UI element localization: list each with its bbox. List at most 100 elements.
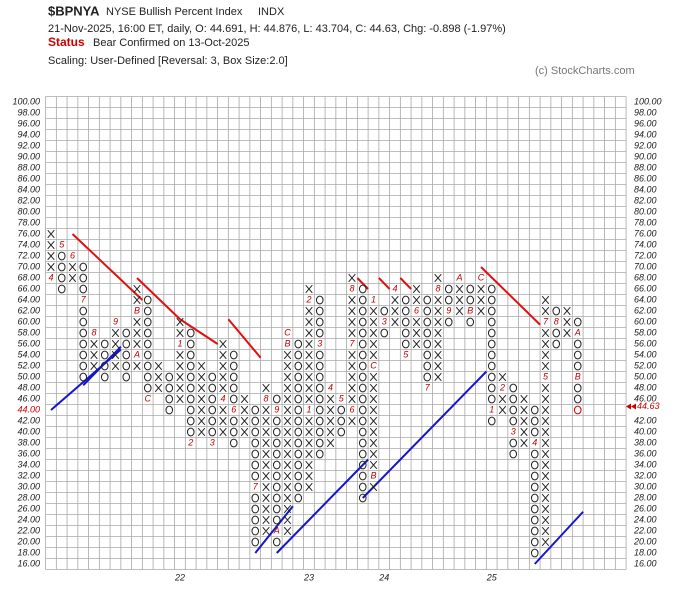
- symbol: $BPNYA: [48, 3, 100, 18]
- month-marker: B: [467, 305, 473, 315]
- x-column: [111, 328, 120, 371]
- month-marker: A: [273, 525, 280, 535]
- y-tick-label: 92.00: [17, 140, 40, 150]
- o-column: [79, 262, 88, 382]
- month-marker: 7: [543, 316, 549, 326]
- x-column: [434, 273, 442, 382]
- month-marker: 8: [349, 283, 354, 293]
- y-tick-label: 82.00: [17, 195, 40, 205]
- y-tick-label: 66.00: [17, 283, 40, 293]
- month-marker: 9: [446, 305, 451, 315]
- x-column: [305, 284, 313, 492]
- x-column: [563, 306, 571, 338]
- x-column: [133, 284, 141, 371]
- y-tick-label: 70.00: [17, 261, 40, 271]
- y-tick-label: 56.00: [17, 338, 40, 348]
- o-column: [487, 284, 496, 426]
- y-tick-label-right: 16.00: [634, 558, 657, 568]
- x-column: [541, 295, 550, 547]
- x-column: [348, 273, 356, 426]
- y-tick-label: 18.00: [17, 547, 40, 557]
- month-marker: 3: [210, 437, 215, 447]
- month-marker: 6: [349, 404, 354, 414]
- y-tick-label-right: 56.00: [634, 338, 657, 348]
- y-tick-label-right: 42.00: [634, 415, 657, 425]
- y-tick-label-right: 62.00: [634, 305, 657, 315]
- trendline: [227, 318, 262, 359]
- y-tick-label-right: 38.00: [634, 437, 657, 447]
- y-tick-label-right: 86.00: [634, 173, 657, 183]
- o-column: [251, 405, 260, 547]
- o-column: [466, 284, 475, 327]
- x-column: [520, 394, 528, 448]
- y-tick-label-right: 66.00: [634, 283, 657, 293]
- y-tick-label-right: 52.00: [634, 360, 657, 370]
- y-tick-label-right: 80.00: [634, 206, 657, 216]
- scaling: Scaling: User-Defined [Reversal: 3, Box …: [48, 55, 288, 67]
- y-tick-label: 36.00: [17, 448, 40, 458]
- y-tick-label-right: 82.00: [634, 195, 657, 205]
- month-marker: C: [145, 393, 152, 403]
- y-tick-label: 80.00: [17, 206, 40, 216]
- month-marker: 2: [187, 437, 193, 447]
- y-tick-label: 60.00: [17, 316, 40, 326]
- month-marker: B: [575, 371, 581, 381]
- y-tick-label-right: 74.00: [634, 239, 657, 249]
- month-marker: A: [574, 327, 581, 337]
- o-column: [294, 339, 303, 503]
- trendline: [82, 346, 122, 386]
- y-tick-label: 46.00: [17, 393, 40, 403]
- y-tick-label-right: 28.00: [633, 492, 657, 502]
- y-tick-label-right: 46.00: [634, 393, 657, 403]
- x-column: [391, 295, 399, 327]
- x-tick-label: 25: [486, 572, 498, 582]
- month-marker: 7: [81, 294, 87, 304]
- o-column: [272, 394, 281, 547]
- y-tick-label: 98.00: [17, 107, 40, 117]
- month-marker: B: [370, 470, 376, 480]
- y-tick-label-right: 88.00: [634, 162, 657, 172]
- x-column: [176, 317, 184, 404]
- month-marker: 9: [113, 316, 118, 326]
- y-tick-label-right: 36.00: [634, 448, 657, 458]
- trendline: [399, 277, 412, 290]
- o-column: [509, 383, 518, 459]
- y-tick-label: 54.00: [17, 349, 40, 359]
- y-tick-label: 24.00: [16, 514, 40, 524]
- x-column: [47, 229, 55, 272]
- y-tick-label-right: 70.00: [634, 261, 657, 271]
- month-marker: 5: [543, 371, 549, 381]
- y-tick-label-right: 48.00: [634, 382, 657, 392]
- o-column: [186, 328, 195, 437]
- y-tick-label-right: 76.00: [634, 228, 657, 238]
- o-column: [165, 372, 174, 415]
- x-column: [326, 394, 335, 448]
- month-marker: 3: [382, 316, 387, 326]
- y-tick-label-right: 92.00: [634, 140, 657, 150]
- y-tick-label-right: 100.00: [634, 96, 662, 106]
- y-tick-label-right: 64.00: [634, 294, 657, 304]
- o-column: [100, 339, 109, 382]
- y-tick-label-right: 54.00: [634, 349, 657, 359]
- y-tick-label-right: 96.00: [634, 118, 657, 128]
- o-column: [401, 295, 410, 349]
- y-tick-label: 100.00: [12, 96, 40, 106]
- month-marker: 6: [70, 250, 75, 260]
- month-marker: 4: [220, 393, 225, 403]
- month-marker: A: [133, 349, 140, 359]
- y-tick-label-right: 26.00: [633, 503, 657, 513]
- y-tick-label: 78.00: [17, 217, 40, 227]
- trendline: [378, 277, 391, 290]
- y-tick-label-right: 34.00: [634, 459, 657, 469]
- y-tick-label: 74.00: [17, 239, 40, 249]
- y-tick-label: 40.00: [17, 426, 40, 436]
- trendline: [534, 511, 584, 565]
- status: Bear Confirmed on 13-Oct-2025: [93, 37, 250, 49]
- month-marker: 3: [511, 426, 516, 436]
- month-marker: C: [370, 360, 377, 370]
- last-price-label: 44.63: [637, 401, 660, 411]
- y-tick-label: 22.00: [16, 525, 40, 535]
- x-column: [68, 262, 77, 283]
